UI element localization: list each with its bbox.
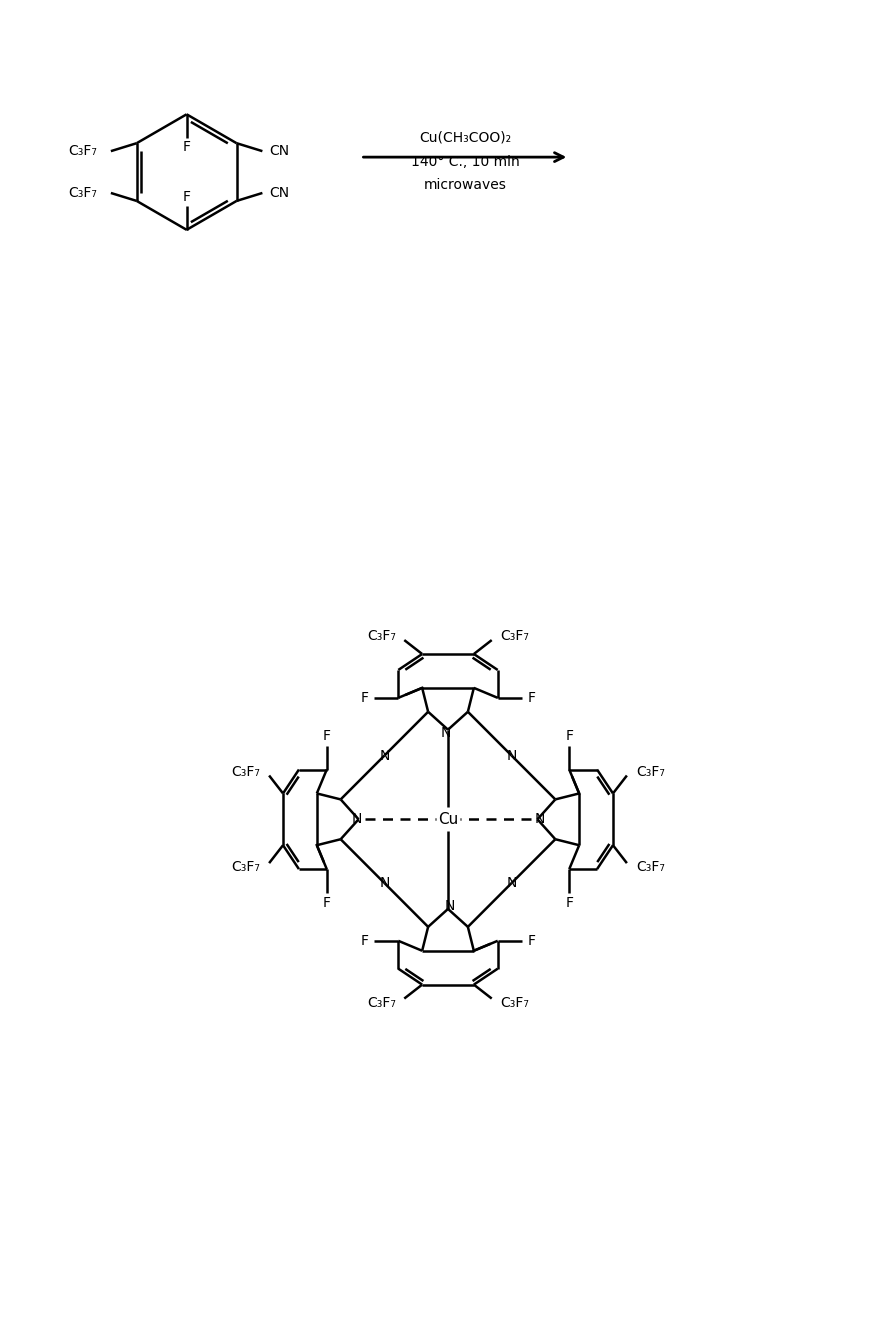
Text: F: F — [360, 934, 368, 948]
Text: F: F — [183, 140, 191, 154]
Text: F: F — [360, 691, 368, 705]
Text: CN: CN — [269, 186, 289, 200]
Text: 140° C., 10 min: 140° C., 10 min — [410, 156, 520, 169]
Text: C₃F₇: C₃F₇ — [500, 995, 529, 1010]
Text: N: N — [379, 876, 390, 890]
Text: F: F — [323, 729, 331, 742]
Text: CN: CN — [269, 144, 289, 158]
Text: C₃F₇: C₃F₇ — [636, 764, 665, 779]
Text: microwaves: microwaves — [424, 178, 506, 192]
Text: C₃F₇: C₃F₇ — [69, 144, 98, 158]
Text: N: N — [444, 899, 455, 913]
Text: N: N — [534, 812, 545, 826]
Text: C₃F₇: C₃F₇ — [500, 629, 529, 643]
Text: F: F — [528, 691, 536, 705]
Text: C₃F₇: C₃F₇ — [367, 995, 396, 1010]
Text: N: N — [441, 726, 452, 739]
Text: C₃F₇: C₃F₇ — [231, 861, 260, 874]
Text: Cu(CH₃COO)₂: Cu(CH₃COO)₂ — [418, 130, 511, 144]
Text: C₃F₇: C₃F₇ — [367, 629, 396, 643]
Text: C₃F₇: C₃F₇ — [636, 861, 665, 874]
Text: N: N — [506, 876, 517, 890]
Text: N: N — [506, 749, 517, 763]
Text: N: N — [379, 749, 390, 763]
Text: C₃F₇: C₃F₇ — [231, 764, 260, 779]
Text: F: F — [323, 896, 331, 909]
Text: F: F — [565, 896, 573, 909]
Text: F: F — [183, 190, 191, 204]
Text: F: F — [528, 934, 536, 948]
Text: Cu: Cu — [438, 812, 458, 826]
Text: N: N — [351, 812, 362, 826]
Text: F: F — [565, 729, 573, 742]
Text: C₃F₇: C₃F₇ — [69, 186, 98, 200]
